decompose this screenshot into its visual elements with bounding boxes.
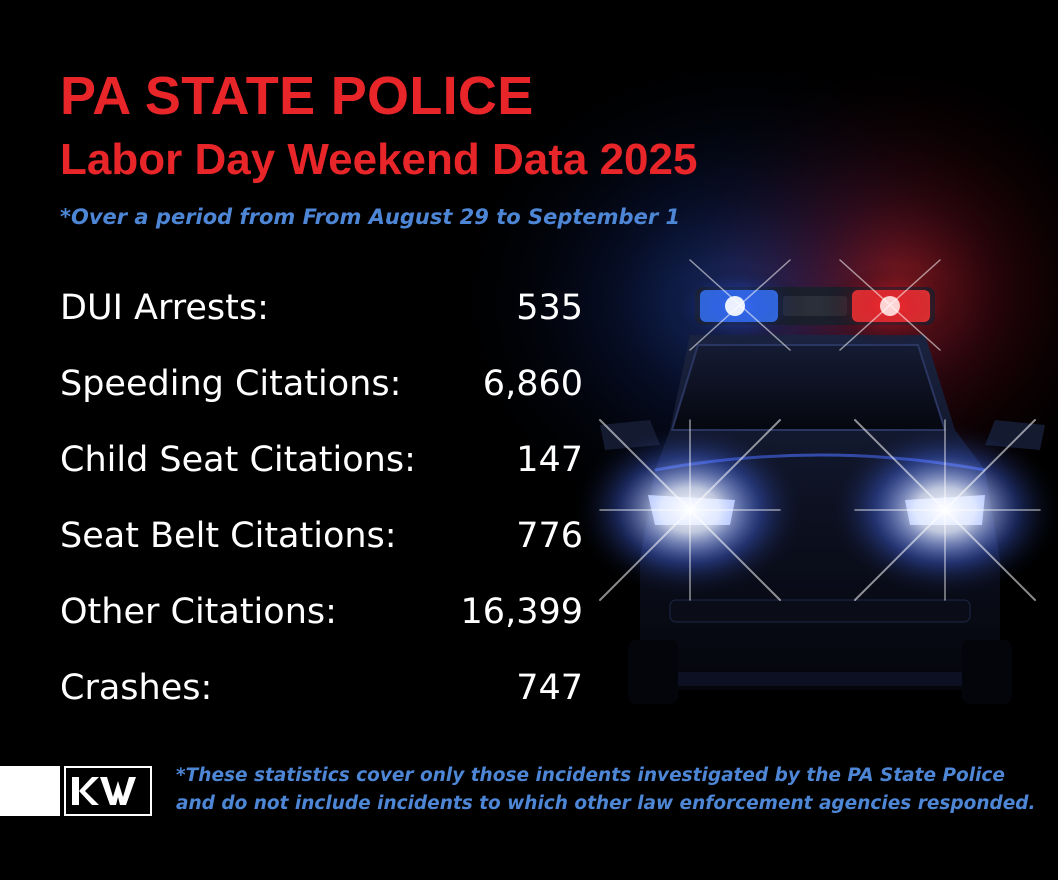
footnote-line-1: *These statistics cover only those incid… [176,765,1005,786]
stat-row-dui-arrests: DUI Arrests: 535 [60,284,583,360]
stat-value: 6,860 [482,364,583,404]
stat-row-child-seat-citations: Child Seat Citations: 147 [60,436,583,512]
kw-logo [0,766,152,816]
stat-label: Crashes: [60,668,213,708]
stat-row-seat-belt-citations: Seat Belt Citations: 776 [60,512,583,588]
page-title: PA STATE POLICE [60,66,534,126]
stat-label: Child Seat Citations: [60,440,416,480]
logo-white-block [0,766,61,816]
stat-row-other-citations: Other Citations: 16,399 [60,588,583,664]
stat-value: 16,399 [460,592,583,632]
stat-row-crashes: Crashes: 747 [60,664,583,740]
period-note: *Over a period from From August 29 to Se… [60,205,681,229]
stat-label: Seat Belt Citations: [60,516,397,556]
stat-value: 776 [516,516,583,556]
kw-logo-icon [64,766,152,816]
stat-label: DUI Arrests: [60,288,269,328]
stat-value: 535 [516,288,583,328]
footnote: *These statistics cover only those incid… [176,762,1036,818]
stat-label: Other Citations: [60,592,337,632]
stat-value: 147 [516,440,583,480]
stat-row-speeding-citations: Speeding Citations: 6,860 [60,360,583,436]
stat-label: Speeding Citations: [60,364,402,404]
stat-value: 747 [516,668,583,708]
footnote-line-2: and do not include incidents to which ot… [176,793,1036,814]
stats-list: DUI Arrests: 535 Speeding Citations: 6,8… [60,284,583,740]
page-subtitle: Labor Day Weekend Data 2025 [60,135,698,184]
